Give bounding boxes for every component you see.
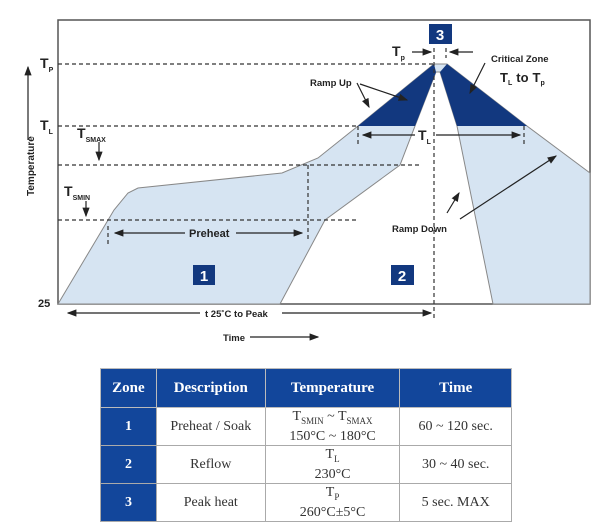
description-cell: Preheat / Soak (155, 407, 266, 446)
zone-cell: 2 (100, 445, 157, 484)
header-description: Description (155, 368, 266, 408)
plot-frame (57, 19, 591, 305)
zone-cell: 1 (100, 407, 157, 446)
zone-badge-2: 2 (391, 265, 414, 285)
base-temp-label: 25 (38, 298, 50, 310)
critical-zone-left (358, 64, 436, 126)
tp-span-label: Tp (392, 43, 405, 62)
svg-text:3: 3 (436, 27, 444, 44)
time-cell: 30 ~ 40 sec. (399, 445, 512, 484)
tsmin-label: TSMIN (64, 183, 90, 202)
tl-span-label: TL (418, 127, 432, 146)
header-temperature: Temperature (264, 368, 401, 408)
table-row: 1 Preheat / Soak TSMIN ~ TSMAX 150°C ~ 18… (100, 407, 512, 446)
temperature-cell: TP 260°C±5°C (264, 483, 401, 522)
table-header-row: Zone Description Temperature Time (100, 368, 512, 408)
reflow-profile-diagram: Temperature TP TL TSMAX TSMIN 25 Preheat… (24, 19, 591, 344)
zone-badge-3: 3 (429, 24, 452, 44)
tp-label: TP (40, 55, 54, 74)
critical-zone-right (440, 64, 527, 126)
reflow-zone-table: Zone Description Temperature Time 1 Preh… (100, 368, 512, 522)
table-row: 3 Peak heat TP 260°C±5°C 5 sec. MAX (100, 483, 512, 522)
ramp-up-label: Ramp Up (310, 78, 352, 89)
time-cell: 60 ~ 120 sec. (399, 407, 512, 446)
time-span-label: t 25˚C to Peak (205, 309, 269, 320)
time-cell: 5 sec. MAX (399, 483, 512, 522)
profile-area (57, 63, 591, 305)
tl-label: TL (40, 117, 54, 136)
preheat-label: Preheat (189, 228, 230, 240)
temperature-cell: TSMIN ~ TSMAX 150°C ~ 180°C (264, 407, 401, 446)
svg-text:1: 1 (200, 268, 208, 285)
description-cell: Peak heat (155, 483, 266, 522)
zone-badge-1: 1 (193, 265, 215, 285)
ramp-down-label: Ramp Down (392, 224, 447, 235)
critical-zone-label: Critical Zone (491, 54, 549, 65)
critical-zone-range: TL to Tp (500, 70, 545, 87)
y-axis-label: Temperature (26, 136, 37, 196)
svg-text:2: 2 (398, 268, 406, 285)
table-row: 2 Reflow TL 230°C 30 ~ 40 sec. (100, 445, 512, 484)
header-time: Time (399, 368, 512, 408)
temperature-cell: TL 230°C (264, 445, 401, 484)
header-zone: Zone (100, 368, 157, 408)
tsmax-label: TSMAX (77, 125, 106, 144)
description-cell: Reflow (155, 445, 266, 484)
x-axis-label: Time (223, 333, 245, 344)
zone-cell: 3 (100, 483, 157, 522)
